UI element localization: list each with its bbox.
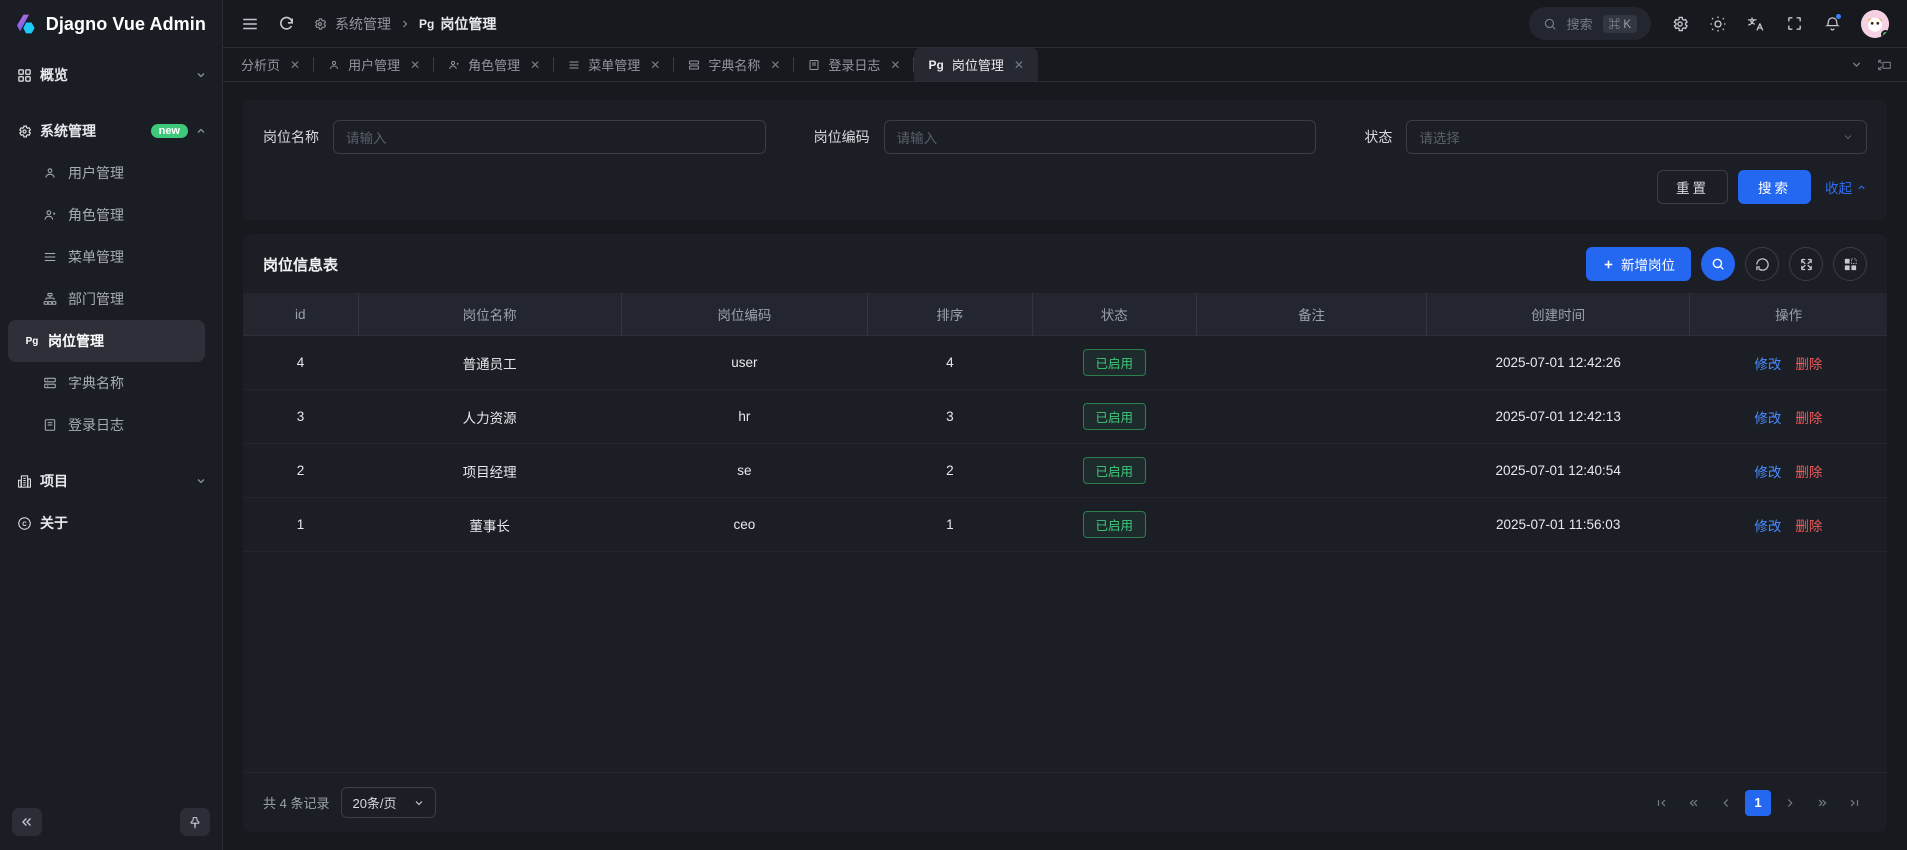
svg-text:C: C [22, 521, 27, 528]
